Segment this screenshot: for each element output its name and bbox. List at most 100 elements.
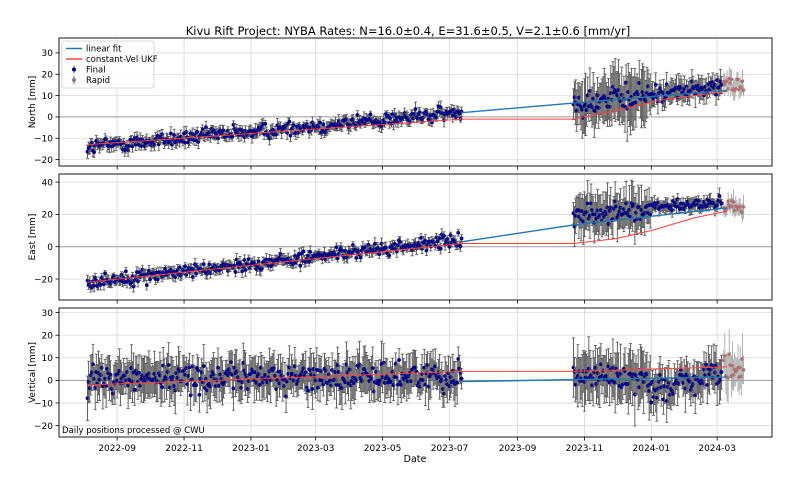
final-point	[696, 198, 701, 203]
final-point	[585, 201, 590, 206]
final-point	[719, 201, 724, 206]
final-point	[177, 265, 182, 270]
final-point	[201, 262, 206, 267]
series-group	[85, 329, 746, 427]
y-tick-label: −20	[34, 275, 53, 285]
final-point	[183, 140, 188, 145]
final-point	[358, 255, 363, 260]
panel-1: −20 0 20 40 East [mm]	[28, 173, 773, 304]
final-point	[231, 386, 236, 391]
final-point	[408, 120, 412, 124]
final-point	[119, 273, 124, 277]
final-point	[240, 269, 245, 274]
final-point	[204, 125, 208, 130]
final-point	[104, 383, 109, 388]
final-point	[296, 130, 301, 135]
final-point	[274, 132, 279, 137]
final-point	[102, 282, 106, 287]
final-point	[334, 245, 339, 249]
final-point	[155, 277, 160, 282]
final-point	[456, 230, 461, 235]
final-point	[187, 365, 192, 370]
final-point	[230, 134, 235, 139]
panel-frame	[58, 37, 773, 167]
final-point	[388, 116, 393, 121]
final-point	[417, 244, 422, 248]
final-point	[196, 368, 201, 373]
final-point	[124, 269, 128, 274]
panel-frame	[58, 173, 773, 301]
final-point	[714, 92, 718, 97]
final-point	[298, 263, 303, 268]
final-point	[354, 255, 359, 260]
final-point	[173, 275, 178, 279]
final-point	[383, 245, 388, 250]
final-point	[136, 279, 140, 284]
final-point	[201, 364, 206, 369]
final-point	[98, 283, 103, 287]
y-tick-label: 20	[42, 71, 54, 81]
final-point	[392, 242, 397, 246]
final-point	[108, 372, 113, 377]
final-point	[216, 365, 220, 370]
final-point	[194, 383, 199, 388]
final-point	[306, 388, 310, 393]
final-point	[366, 242, 371, 247]
final-point	[250, 134, 254, 139]
final-point	[355, 113, 360, 117]
final-point	[448, 233, 453, 238]
panel-0: −20 −10 0 10 20 30 North [mm]	[28, 37, 773, 170]
final-point	[195, 129, 200, 134]
final-point	[221, 128, 226, 133]
final-point	[160, 385, 165, 389]
final-point	[211, 128, 216, 133]
final-point	[144, 283, 149, 288]
final-point	[437, 236, 442, 241]
y-tick-label: 20	[42, 211, 54, 221]
final-point	[387, 253, 392, 258]
rapid-point	[741, 205, 746, 209]
y-tick-label: 30	[42, 49, 54, 59]
final-point	[670, 208, 675, 212]
y-tick-label: 40	[42, 178, 54, 188]
final-point	[413, 107, 418, 111]
y-tick-label: −10	[34, 135, 53, 145]
final-point	[207, 262, 212, 267]
final-point	[719, 82, 724, 87]
final-point	[263, 121, 268, 126]
linear-fit-line	[461, 89, 728, 114]
final-point	[368, 112, 373, 117]
final-point	[166, 363, 171, 367]
final-point	[318, 120, 322, 125]
final-point	[172, 133, 177, 137]
final-point	[137, 370, 141, 375]
rapid-point	[741, 88, 746, 92]
chart-title: Kivu Rift Project: NYBA Rates: N=16.0±0.…	[186, 24, 630, 38]
final-point	[287, 119, 292, 124]
rapid-point	[740, 79, 745, 84]
final-point	[321, 122, 326, 127]
ukf-line	[87, 210, 728, 283]
final-point	[423, 239, 428, 243]
final-point	[147, 268, 151, 273]
final-point	[648, 212, 653, 217]
final-point	[92, 150, 97, 154]
y-tick-label: 10	[42, 92, 54, 102]
final-point	[189, 377, 194, 382]
final-point	[308, 250, 313, 254]
final-point	[382, 120, 387, 125]
final-point	[216, 136, 220, 141]
panels-group: −20 −10 0 10 20 30 North [mm] −20 0 20 40 East [mm]…	[28, 37, 773, 454]
rapid-point	[731, 200, 736, 204]
final-point	[447, 244, 452, 249]
final-point	[442, 233, 446, 238]
final-point	[243, 268, 248, 272]
final-point	[334, 383, 339, 387]
final-point	[306, 253, 310, 258]
final-point	[458, 244, 463, 249]
final-point	[190, 275, 195, 279]
y-tick-label: −20	[34, 156, 53, 166]
final-point	[653, 82, 658, 87]
